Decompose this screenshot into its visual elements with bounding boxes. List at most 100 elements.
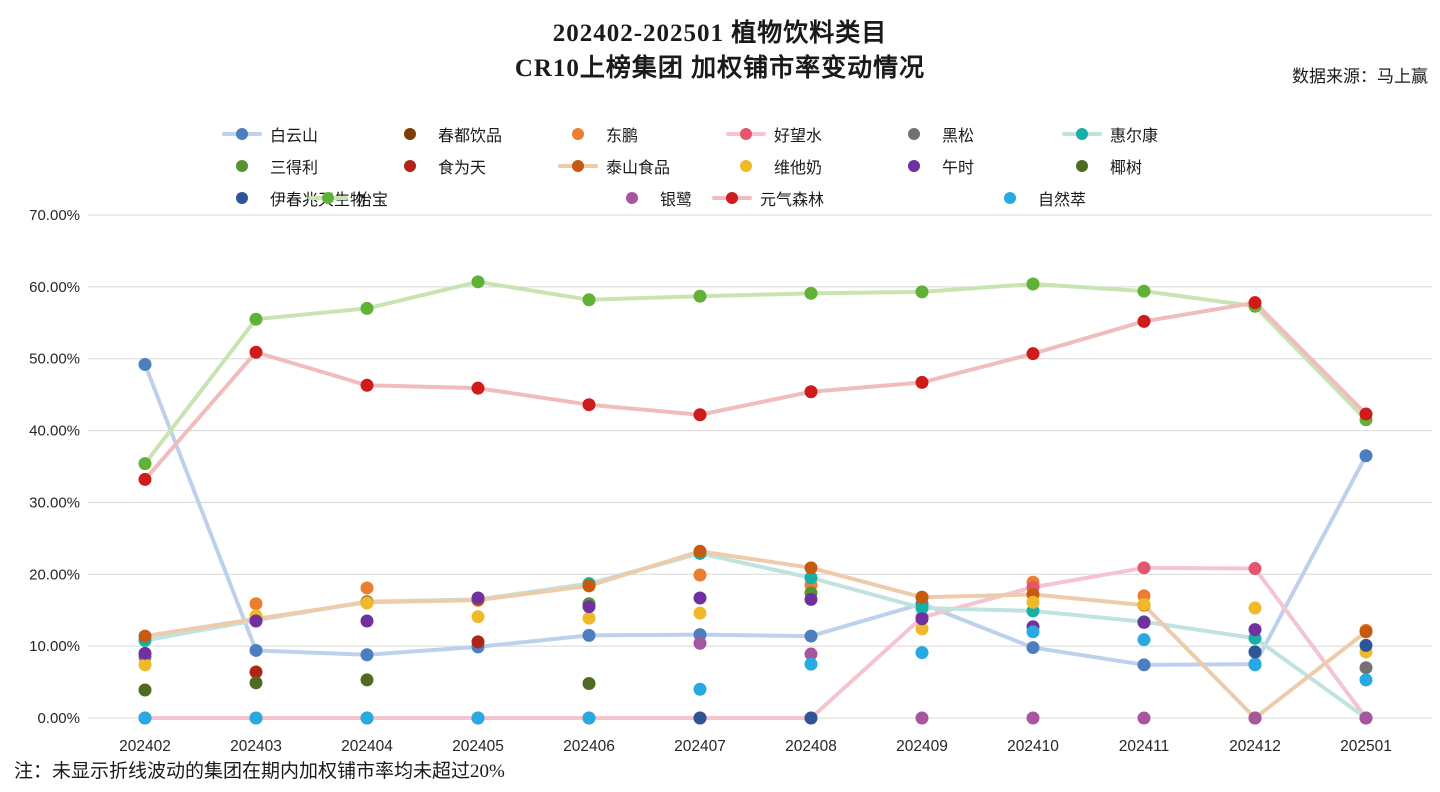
legend-item: 春都饮品: [390, 118, 558, 150]
chart-title-line2: CR10上榜集团 加权铺市率变动情况: [514, 55, 926, 82]
legend-item: 维他奶: [726, 150, 894, 182]
data-point: [360, 596, 374, 610]
legend-label: 怡宝: [356, 192, 389, 209]
footnote: 注：未显示折线波动的集团在期内加权铺市率均未超过20%: [14, 761, 505, 782]
data-point: [360, 301, 374, 315]
legend-row-3: 伊春兆天生物 怡宝 银鹭 元气森林 自然萃: [0, 182, 1440, 214]
data-point: [582, 398, 596, 412]
data-source-label: 数据来源：马上赢: [1292, 67, 1428, 86]
data-point: [1137, 658, 1151, 672]
data-point: [1026, 277, 1040, 291]
data-point: [138, 472, 152, 486]
series-line: [143, 300, 1368, 482]
data-point: [693, 636, 707, 650]
legend-label: 银鹭: [660, 192, 693, 209]
legend-label: 自然萃: [1038, 192, 1087, 209]
legend-label: 春都饮品: [438, 128, 503, 145]
legend-label: 东鹏: [606, 128, 639, 145]
data-point: [1137, 633, 1151, 647]
data-point: [471, 591, 485, 605]
y-axis-label: 20.00%: [29, 566, 80, 583]
legend-marker-icon: [894, 128, 934, 140]
legend-marker-icon: [308, 192, 348, 204]
legend-row-2: 三得利 食为天 泰山食品 维他奶 午时 椰树: [0, 150, 1440, 182]
data-point: [249, 665, 263, 679]
chart-title: 202402-202501 植物饮料类目 CR10上榜集团 加权铺市率变动情况: [0, 16, 1440, 86]
data-point: [804, 561, 818, 575]
legend-marker-icon: [1062, 160, 1102, 172]
legend-item: 三得利: [222, 150, 390, 182]
y-axis-label: 0.00%: [37, 710, 80, 727]
data-point: [1026, 595, 1040, 609]
data-point: [1026, 625, 1040, 639]
data-point: [360, 614, 374, 628]
data-point: [138, 683, 152, 697]
x-axis-label: 202404: [341, 738, 393, 755]
data-point: [1137, 615, 1151, 629]
data-point: [693, 606, 707, 620]
data-point: [804, 629, 818, 643]
data-point: [693, 568, 707, 582]
data-point: [138, 457, 152, 471]
data-point: [804, 571, 818, 585]
legend-item: 银鹭: [612, 182, 692, 214]
x-axis-label: 202403: [230, 738, 282, 755]
data-point: [915, 285, 929, 299]
legend-label: 泰山食品: [606, 160, 671, 177]
data-point: [1026, 641, 1040, 655]
data-point: [1359, 625, 1373, 639]
data-point: [471, 635, 485, 649]
legend-marker-icon: [894, 160, 934, 172]
legend-label: 好望水: [774, 128, 823, 145]
data-point: [1248, 711, 1262, 725]
data-point: [582, 600, 596, 614]
data-point: [1248, 623, 1262, 637]
data-point: [471, 381, 485, 395]
data-point: [360, 648, 374, 662]
y-axis-label: 60.00%: [29, 279, 80, 296]
legend-marker-icon: [726, 128, 766, 140]
data-point: [1359, 449, 1373, 463]
y-axis-label: 70.00%: [29, 207, 80, 224]
legend-item: 泰山食品: [558, 150, 726, 182]
data-point: [693, 408, 707, 422]
legend-item: 自然萃: [990, 182, 1086, 214]
legend-item: 白云山: [222, 118, 390, 150]
data-point: [1248, 601, 1262, 615]
x-axis-label: 202405: [452, 738, 504, 755]
data-point: [693, 591, 707, 605]
legend-marker-icon: [1062, 128, 1102, 140]
data-point: [582, 293, 596, 307]
data-point: [249, 614, 263, 628]
data-point: [915, 601, 929, 615]
data-point: [582, 579, 596, 593]
y-axis-label: 50.00%: [29, 351, 80, 368]
data-point: [1359, 673, 1373, 687]
data-point: [915, 375, 929, 389]
data-point: [1137, 284, 1151, 298]
data-point: [360, 581, 374, 595]
data-point: [804, 286, 818, 300]
data-point: [804, 592, 818, 606]
data-point: [249, 345, 263, 359]
y-axis-label: 30.00%: [29, 494, 80, 511]
data-point: [138, 711, 152, 725]
data-point: [915, 612, 929, 626]
legend-label: 黑松: [942, 128, 975, 145]
data-point: [693, 544, 707, 558]
data-point: [138, 629, 152, 643]
data-point: [804, 711, 818, 725]
x-axis-label: 202408: [785, 738, 837, 755]
legend-item: 午时: [894, 150, 1062, 182]
legend-item: 东鹏: [558, 118, 726, 150]
data-point: [582, 611, 596, 625]
legend-row-1: 白云山 春都饮品 东鹏 好望水 黑松 惠尔康: [0, 118, 1440, 150]
data-point: [360, 711, 374, 725]
legend-label: 三得利: [270, 160, 319, 177]
x-axis-label: 202409: [896, 738, 948, 755]
legend-label: 午时: [942, 160, 975, 177]
data-point: [138, 658, 152, 672]
data-point: [1248, 658, 1262, 672]
series-line: [143, 279, 1368, 466]
